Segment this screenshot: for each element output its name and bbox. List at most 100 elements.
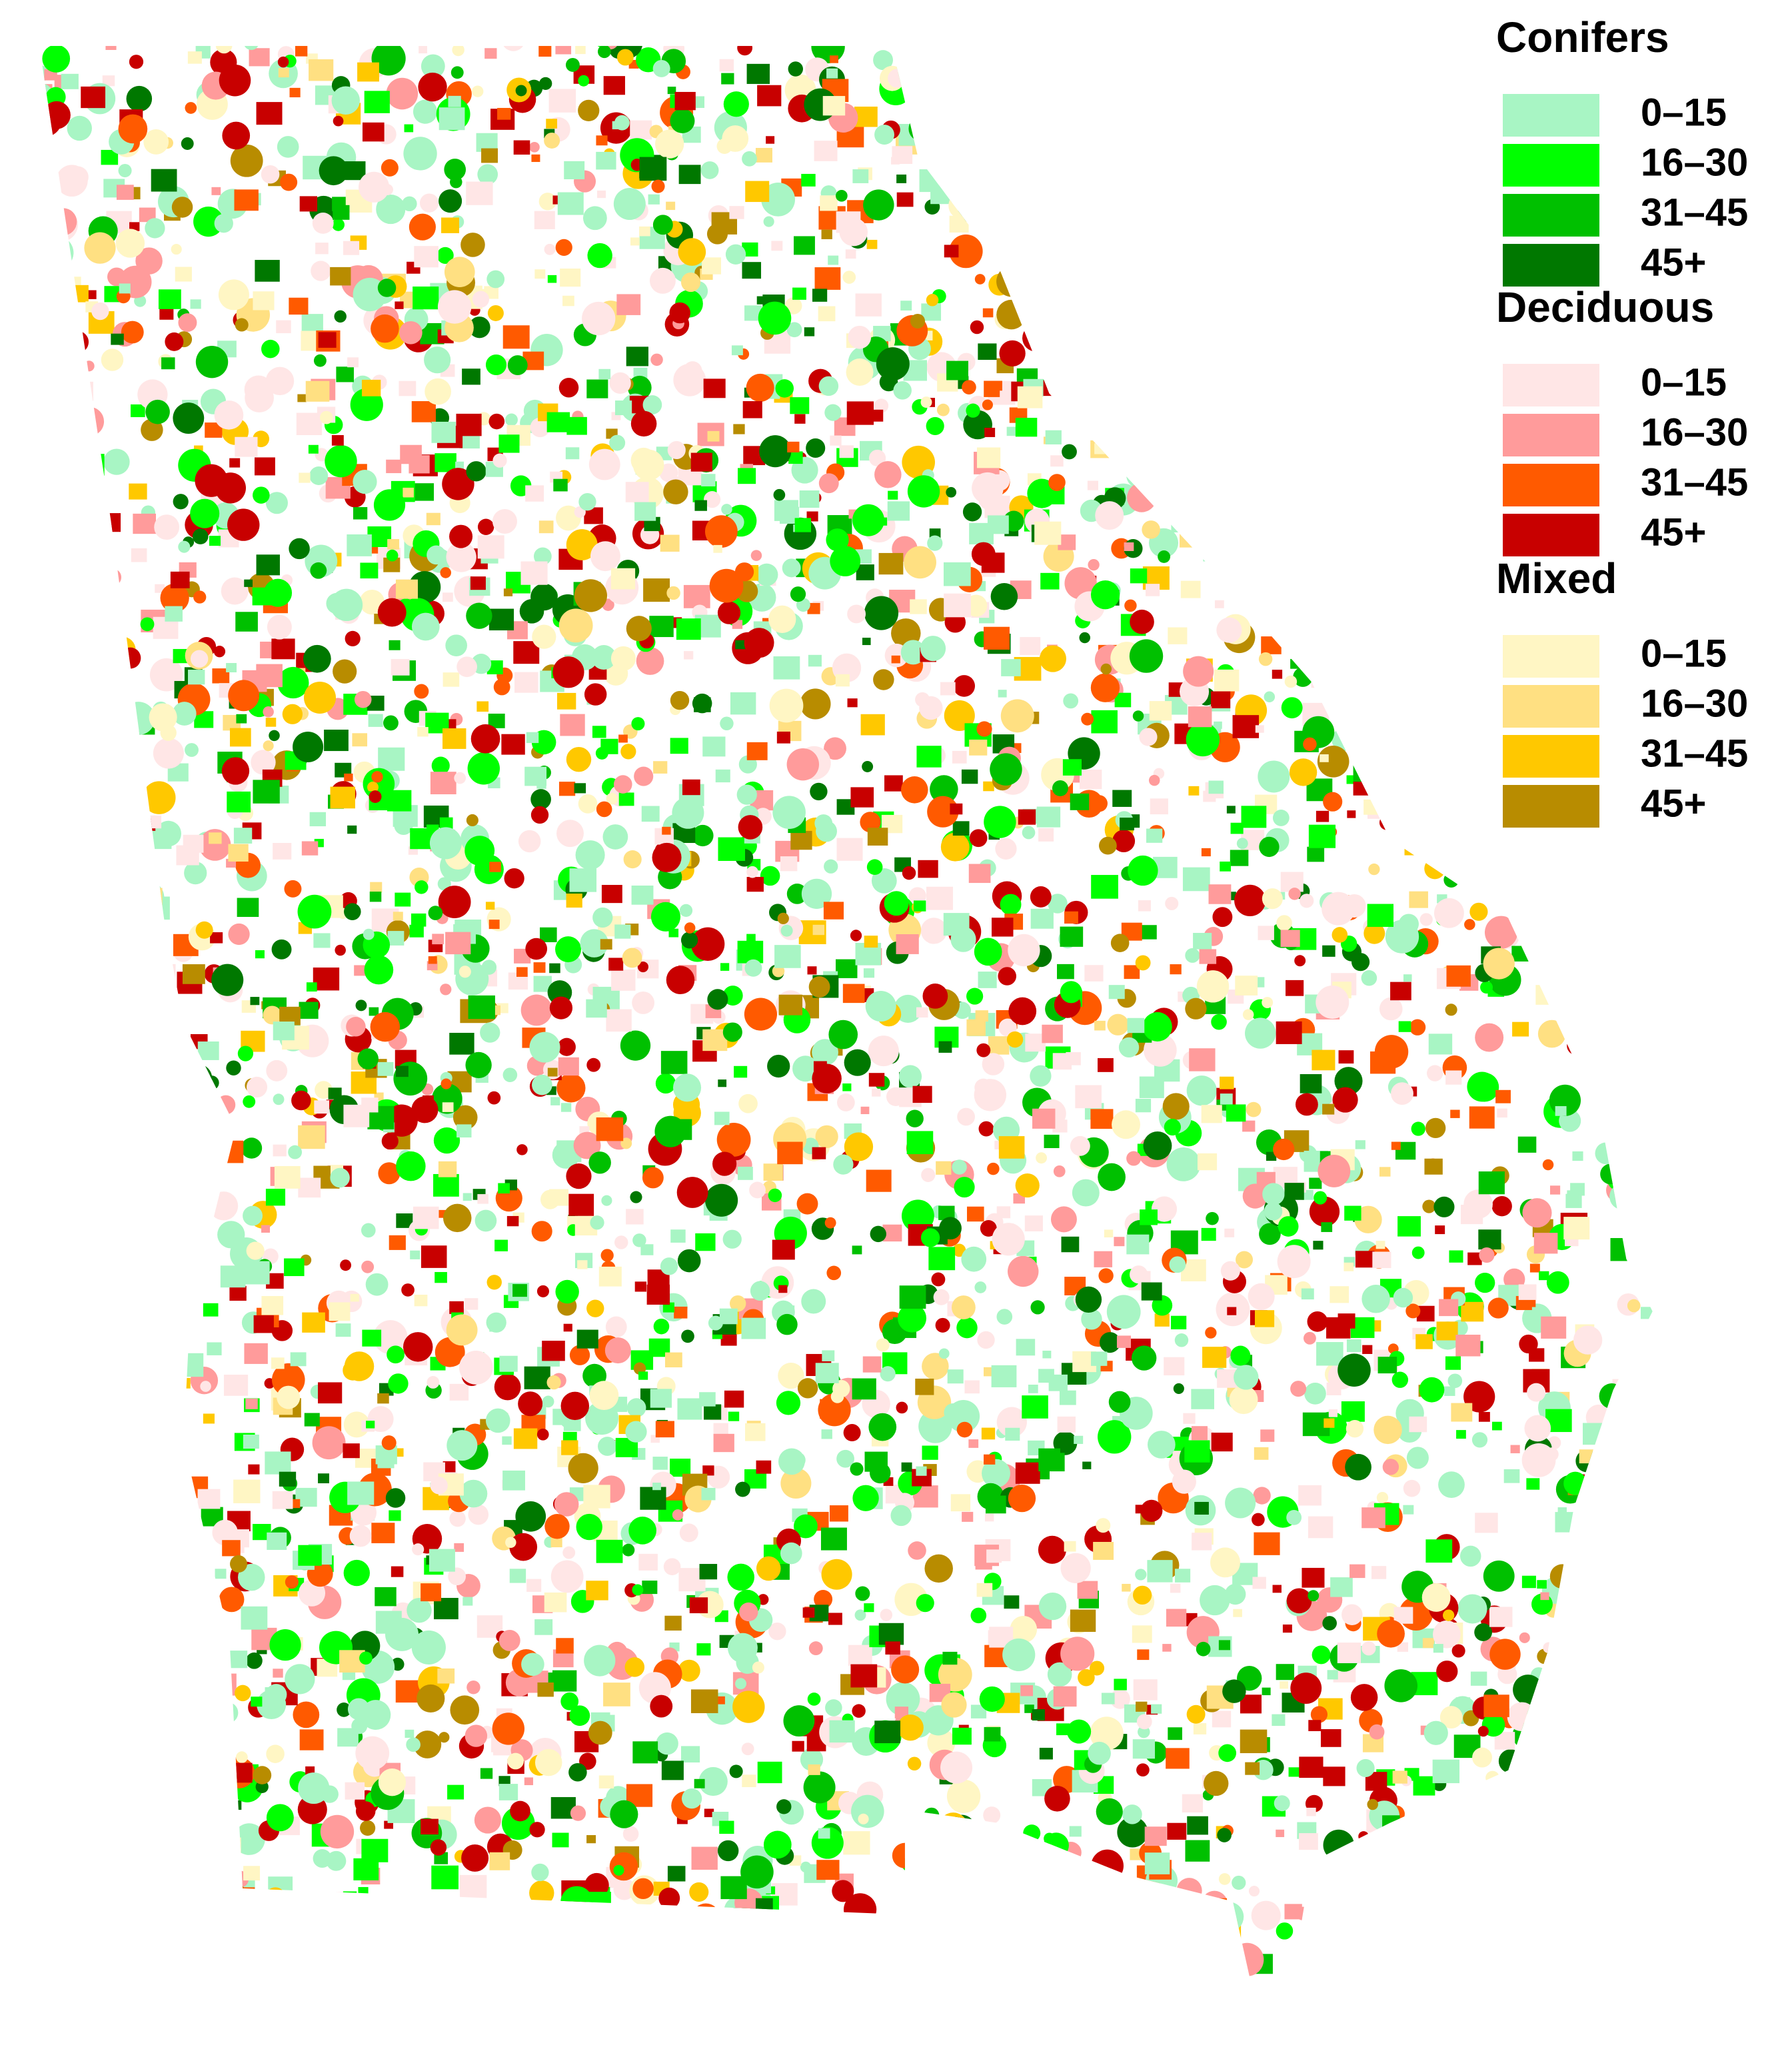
- forest-patch: [347, 1698, 370, 1720]
- forest-patch: [467, 752, 500, 785]
- forest-patch: [171, 244, 182, 255]
- forest-patch: [1338, 1353, 1371, 1387]
- forest-patch: [922, 984, 948, 1009]
- forest-patch: [1373, 1935, 1383, 1944]
- forest-patch: [1159, 1923, 1184, 1945]
- forest-patch: [1214, 558, 1234, 578]
- forest-patch: [103, 448, 130, 475]
- forest-patch: [1108, 259, 1142, 294]
- forest-patch: [728, 1633, 758, 1663]
- forest-patch: [574, 783, 586, 794]
- forest-patch: [77, 1848, 102, 1869]
- forest-patch: [421, 1245, 447, 1268]
- forest-patch: [381, 159, 399, 177]
- forest-patch: [39, 1694, 63, 1716]
- forest-patch: [150, 1282, 173, 1305]
- forest-patch: [63, 1451, 75, 1462]
- forest-patch: [1451, 1644, 1465, 1658]
- forest-patch: [584, 1645, 616, 1677]
- forest-patch: [865, 991, 896, 1022]
- forest-patch: [1363, 193, 1379, 208]
- forest-patch: [102, 947, 121, 966]
- forest-patch: [1483, 1920, 1501, 1939]
- forest-patch: [1139, 1076, 1164, 1099]
- forest-patch: [557, 192, 584, 215]
- forest-patch: [650, 1389, 672, 1408]
- forest-patch: [1020, 93, 1046, 119]
- forest-patch: [852, 504, 885, 536]
- forest-patch: [1511, 624, 1525, 636]
- forest-patch: [413, 1206, 439, 1229]
- forest-patch: [1433, 354, 1466, 387]
- forest-patch: [1130, 317, 1160, 347]
- forest-patch: [129, 483, 147, 500]
- forest-patch: [1463, 1189, 1493, 1219]
- forest-patch: [39, 1383, 59, 1401]
- forest-patch: [921, 1167, 936, 1182]
- forest-patch: [1011, 55, 1037, 81]
- forest-patch: [61, 73, 79, 89]
- forest-patch: [381, 1132, 399, 1150]
- forest-patch: [50, 542, 61, 552]
- forest-patch: [1630, 1778, 1649, 1798]
- forest-patch: [77, 736, 87, 745]
- forest-patch: [1078, 321, 1099, 339]
- forest-patch: [1352, 252, 1375, 272]
- forest-patch: [566, 1991, 592, 2017]
- forest-patch: [946, 486, 957, 498]
- forest-patch: [1167, 1822, 1187, 1840]
- forest-patch: [145, 399, 170, 424]
- forest-patch: [86, 290, 97, 299]
- forest-patch: [1362, 616, 1381, 635]
- forest-patch: [139, 888, 163, 909]
- forest-patch: [1428, 1033, 1453, 1055]
- forest-patch: [336, 1934, 349, 1946]
- forest-patch: [550, 1537, 562, 1548]
- forest-patch: [477, 1194, 488, 1204]
- forest-patch: [540, 927, 557, 943]
- forest-patch: [1074, 1945, 1101, 1968]
- forest-patch: [65, 1560, 82, 1574]
- forest-patch: [148, 1427, 174, 1453]
- forest-patch: [852, 1485, 879, 1511]
- forest-patch: [906, 90, 935, 119]
- forest-patch: [490, 1990, 511, 2009]
- forest-patch: [826, 1974, 860, 2007]
- forest-patch: [285, 1664, 315, 1695]
- forest-patch: [900, 2004, 935, 2020]
- forest-patch: [1293, 479, 1312, 498]
- forest-patch: [244, 375, 273, 404]
- forest-patch: [788, 61, 804, 77]
- forest-patch: [72, 1830, 97, 1852]
- forest-patch: [1126, 107, 1151, 132]
- forest-patch: [669, 302, 690, 324]
- forest-patch: [1617, 76, 1644, 100]
- forest-patch: [632, 2010, 647, 2020]
- forest-patch: [438, 1161, 457, 1177]
- forest-patch: [1427, 1907, 1443, 1920]
- forest-patch: [185, 102, 197, 114]
- forest-patch: [1527, 2012, 1553, 2020]
- forest-patch: [298, 1177, 321, 1198]
- forest-patch: [1124, 599, 1137, 612]
- forest-patch: [1589, 1850, 1606, 1867]
- forest-patch: [73, 1164, 101, 1192]
- forest-patch: [465, 1051, 492, 1079]
- forest-patch: [722, 1229, 742, 1249]
- forest-patch: [582, 206, 607, 231]
- forest-patch: [738, 1093, 758, 1113]
- forest-patch: [1395, 800, 1428, 832]
- forest-patch: [862, 761, 874, 772]
- forest-patch: [1436, 1321, 1458, 1341]
- forest-patch: [817, 1976, 837, 1996]
- forest-patch: [1099, 1332, 1121, 1353]
- forest-patch: [39, 981, 45, 990]
- forest-patch: [235, 436, 258, 457]
- forest-patch: [530, 583, 558, 611]
- forest-patch: [1491, 2002, 1511, 2020]
- forest-patch: [864, 1603, 874, 1613]
- forest-patch: [1581, 1507, 1609, 1531]
- forest-patch: [1446, 965, 1471, 987]
- forest-patch: [1639, 341, 1653, 359]
- forest-patch: [117, 1755, 146, 1784]
